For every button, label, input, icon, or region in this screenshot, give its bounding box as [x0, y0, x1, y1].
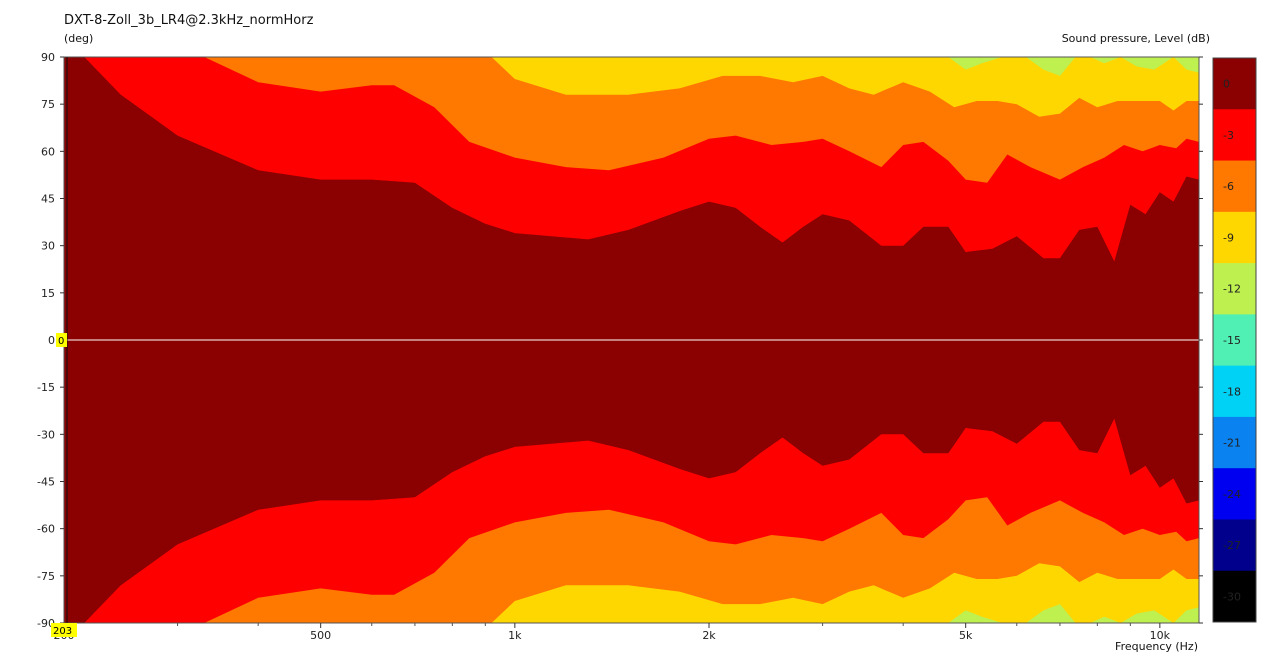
y-tick-label: 0 [48, 334, 55, 347]
y-tick-label: 90 [41, 51, 55, 64]
color-scale-swatch [1213, 211, 1256, 264]
x-cursor-marker: 203 [53, 626, 72, 637]
color-scale-label: -3 [1223, 129, 1234, 142]
y-tick-label: -15 [37, 381, 55, 394]
cursor-markers: 0 203 [51, 333, 77, 637]
y-tick-label: -45 [37, 476, 55, 489]
level-m9-region-lower [491, 563, 1199, 623]
x-axis: 2005001k2k5k10k [54, 623, 1171, 642]
color-scale-label: -6 [1223, 180, 1234, 193]
color-scale-swatch [1213, 570, 1256, 623]
color-scale-label: -9 [1223, 231, 1234, 244]
color-scale-swatch [1213, 58, 1256, 110]
y-tick-label: 30 [41, 240, 55, 253]
color-scale-swatch [1213, 416, 1256, 469]
plot-area [63, 56, 1200, 624]
contour-layers [64, 57, 1199, 623]
color-scale-swatch [1213, 519, 1256, 572]
color-scale-swatch [1213, 365, 1256, 418]
color-scale-label: 0 [1223, 78, 1230, 91]
y-tick-label: -60 [37, 523, 55, 536]
x-tick-label: 10k [1150, 629, 1171, 642]
color-scale-swatch [1213, 314, 1256, 367]
color-scale-label: -18 [1223, 385, 1241, 398]
color-scale-label: -30 [1223, 590, 1241, 603]
x-tick-label: 500 [310, 629, 331, 642]
x-cursor-marker-bg [51, 623, 77, 637]
y-tick-label: 75 [41, 98, 55, 111]
y-tick-label: 45 [41, 193, 55, 206]
color-scale-swatch [1213, 468, 1256, 520]
color-scale-swatch [1213, 160, 1256, 213]
level-m12-region-lower [948, 604, 1199, 623]
y-tick-label: -30 [37, 428, 55, 441]
y-cursor-marker-bg [56, 333, 67, 347]
y-axis-unit: (deg) [64, 32, 94, 45]
chart-title: DXT-8-Zoll_3b_LR4@2.3kHz_normHorz [64, 13, 314, 28]
color-scale-label: -15 [1223, 334, 1241, 347]
color-scale-label: -24 [1223, 488, 1241, 501]
y-tick-label: -90 [37, 617, 55, 630]
level-m9-region-upper [491, 57, 1199, 117]
color-scale-label: -27 [1223, 539, 1241, 552]
color-scale-label: -12 [1223, 283, 1241, 296]
color-scale-label: -21 [1223, 437, 1241, 450]
color-scale-swatch [1213, 263, 1256, 315]
y-tick-label: -75 [37, 570, 55, 583]
color-scale-swatch [1213, 109, 1256, 162]
color-scale-frame [1212, 57, 1257, 623]
x-tick-label: 5k [959, 629, 973, 642]
color-scale-legend: 0 -3 -6 -9 -12 -15 -18 -21 -24 -27 -30 [1212, 57, 1257, 623]
colorbar-label: Sound pressure, Level (dB) [1061, 32, 1210, 45]
y-cursor-marker: 0 [58, 336, 64, 347]
x-axis-label: Frequency (Hz) [1115, 640, 1198, 653]
y-tick-label: 15 [41, 287, 55, 300]
y-axis: 90 75 60 45 30 15 0 -15 -30 -45 -60 -75 -90 [37, 51, 1203, 630]
x-tick-label: 2k [702, 629, 716, 642]
y-tick-label: 60 [41, 145, 55, 158]
level-m12-region-upper [948, 57, 1199, 76]
x-tick-label: 1k [508, 629, 522, 642]
